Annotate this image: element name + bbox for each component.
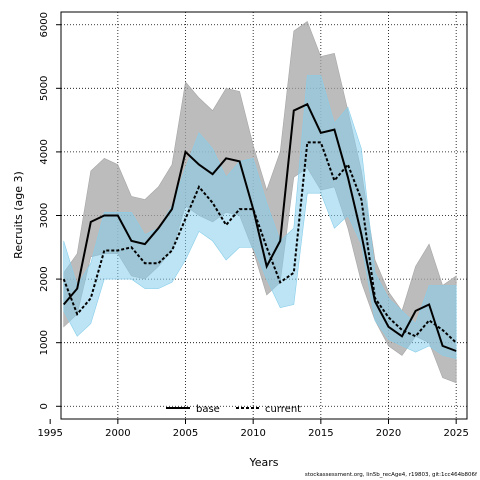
footer-credit: stockassessment.org, lin5b_recAge4, r198… bbox=[304, 472, 477, 478]
y-tick-label: 5000 bbox=[39, 76, 50, 101]
line-base bbox=[62, 102, 457, 352]
series-lines bbox=[62, 102, 457, 352]
legend: base current bbox=[166, 404, 301, 415]
legend-base-label: base bbox=[196, 404, 220, 415]
x-tick-label: 2005 bbox=[173, 428, 198, 439]
x-tick-label: 2010 bbox=[240, 428, 265, 439]
legend-current-label: current bbox=[265, 404, 301, 415]
x-tick-label: 2015 bbox=[308, 428, 333, 439]
y-tick-label: 6000 bbox=[39, 12, 50, 37]
y-tick-label: 4000 bbox=[39, 139, 50, 164]
line-current bbox=[62, 141, 457, 344]
x-axis-label: Years bbox=[248, 456, 278, 469]
x-tick-label: 2000 bbox=[105, 428, 130, 439]
y-tick-label: 0 bbox=[39, 403, 50, 409]
y-tick-label: 2000 bbox=[39, 266, 50, 291]
x-tick-label: 1995 bbox=[37, 428, 62, 439]
x-axis: 1995 2000 2005 2010 2015 2020 2025 bbox=[37, 419, 469, 439]
y-tick-label: 1000 bbox=[39, 330, 50, 355]
x-tick-label: 2025 bbox=[443, 428, 468, 439]
confidence-bands bbox=[63, 21, 457, 384]
y-axis-label: Recruits (age 3) bbox=[12, 171, 25, 259]
y-tick-label: 3000 bbox=[39, 203, 50, 228]
band-current bbox=[63, 75, 457, 359]
x-tick-label: 2020 bbox=[376, 428, 401, 439]
y-axis: 0 1000 2000 3000 4000 5000 6000 bbox=[39, 12, 61, 409]
